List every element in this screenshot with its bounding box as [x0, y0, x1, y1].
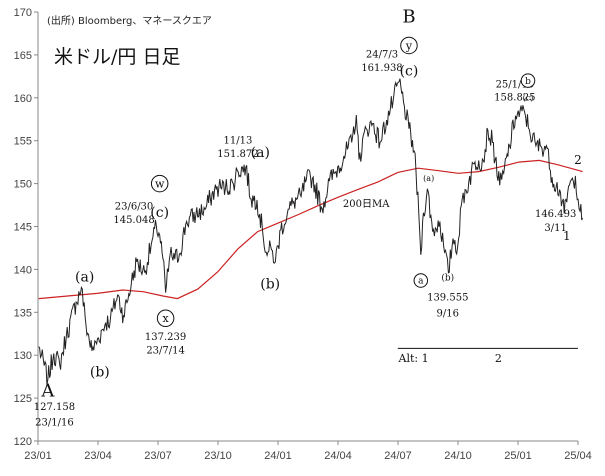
annotation-label: 3/11: [544, 223, 566, 234]
annotation-label: (c): [523, 93, 534, 102]
annotation-label: 161.938: [361, 63, 402, 74]
y-tick-label: 155: [14, 136, 32, 148]
x-tick-label: 24/04: [324, 450, 352, 462]
y-tick-label: 170: [14, 7, 32, 19]
annotation-label: 146.493: [535, 209, 576, 220]
wave-circle-label: y: [405, 39, 413, 52]
x-tick-label: 23/04: [84, 450, 112, 462]
annotation-label: (b): [260, 276, 280, 292]
wave-circle-y: [400, 36, 418, 55]
y-tick-label: 150: [14, 179, 32, 191]
annotation-label: B: [402, 6, 415, 27]
y-tick-label: 135: [14, 307, 32, 319]
annotation-label: (a): [75, 269, 94, 285]
chart-title: 米ドル/円 日足: [54, 46, 180, 68]
annotation-label: (a): [423, 174, 434, 183]
price-series: [38, 78, 584, 385]
annotation-label: 139.555: [427, 292, 468, 303]
x-tick-label: 23/10: [204, 450, 232, 462]
price-line: [38, 78, 584, 385]
annotation-label: (b): [441, 273, 454, 284]
wave-circle-label: a: [418, 277, 424, 287]
annotation-label: 151.872: [217, 149, 258, 160]
y-tick-label: 145: [14, 222, 32, 234]
x-tick-label: 25/01: [504, 450, 532, 462]
source-note: (出所) Bloomberg、マネースクエア: [47, 14, 212, 27]
wave-circle-b: [520, 73, 536, 88]
annotation-label: 9/16: [437, 309, 459, 320]
annotation-label: 137.239: [145, 332, 186, 343]
ma-series: [38, 159, 583, 300]
annotation-label: 145.048: [113, 215, 154, 226]
annotation-label: 23/7/14: [146, 345, 185, 356]
y-tick-label: 160: [14, 93, 32, 105]
annotation-label: (b): [90, 365, 110, 381]
annotation-label: A: [40, 380, 55, 401]
wave-circle-label: x: [162, 312, 169, 325]
annotation-label: 23/1/16: [35, 418, 74, 429]
wave-circle-a: [413, 273, 429, 288]
wave-circle-label: b: [525, 77, 531, 87]
annotation-label: 127.158: [34, 402, 75, 413]
annotation-label: 1: [563, 229, 571, 243]
y-tick-label: 165: [14, 50, 32, 62]
x-tick-label: 23/07: [144, 450, 172, 462]
annotation-label: 23/6/30: [115, 201, 154, 212]
annotation-label: 158.825: [494, 92, 535, 103]
annotation-label: (c): [400, 63, 419, 79]
x-tick-label: 24/01: [264, 450, 292, 462]
annotation-label: (c): [150, 205, 169, 221]
x-tick-label: 23/01: [24, 450, 52, 462]
wave-circle-x: [156, 309, 175, 328]
y-tick-label: 140: [14, 264, 32, 276]
annotation-label: 2: [495, 352, 502, 365]
annotation-label: Alt: 1: [398, 352, 429, 365]
y-tick-label: 125: [14, 393, 32, 405]
x-tick-label: 24/10: [444, 450, 472, 462]
y-tick-label: 130: [14, 350, 32, 362]
y-tick-label: 120: [14, 436, 32, 448]
annotation-label: 11/13: [224, 135, 253, 146]
annotations: A127.15823/1/16(a)(b)23/6/30145.048(c)13…: [34, 6, 582, 428]
x-tick-label: 24/07: [384, 450, 412, 462]
x-tick-label: 25/04: [564, 450, 592, 462]
annotation-label: (a): [251, 145, 270, 161]
annotation-label: 200日MA: [343, 199, 390, 210]
wave-circle-label: w: [155, 177, 165, 190]
annotation-label: 2: [574, 153, 582, 167]
annotation-label: 25/1/10: [496, 80, 535, 91]
wave-circle-w: [150, 174, 169, 193]
annotation-label: 24/7/3: [366, 49, 398, 60]
ma-line: [38, 159, 583, 300]
